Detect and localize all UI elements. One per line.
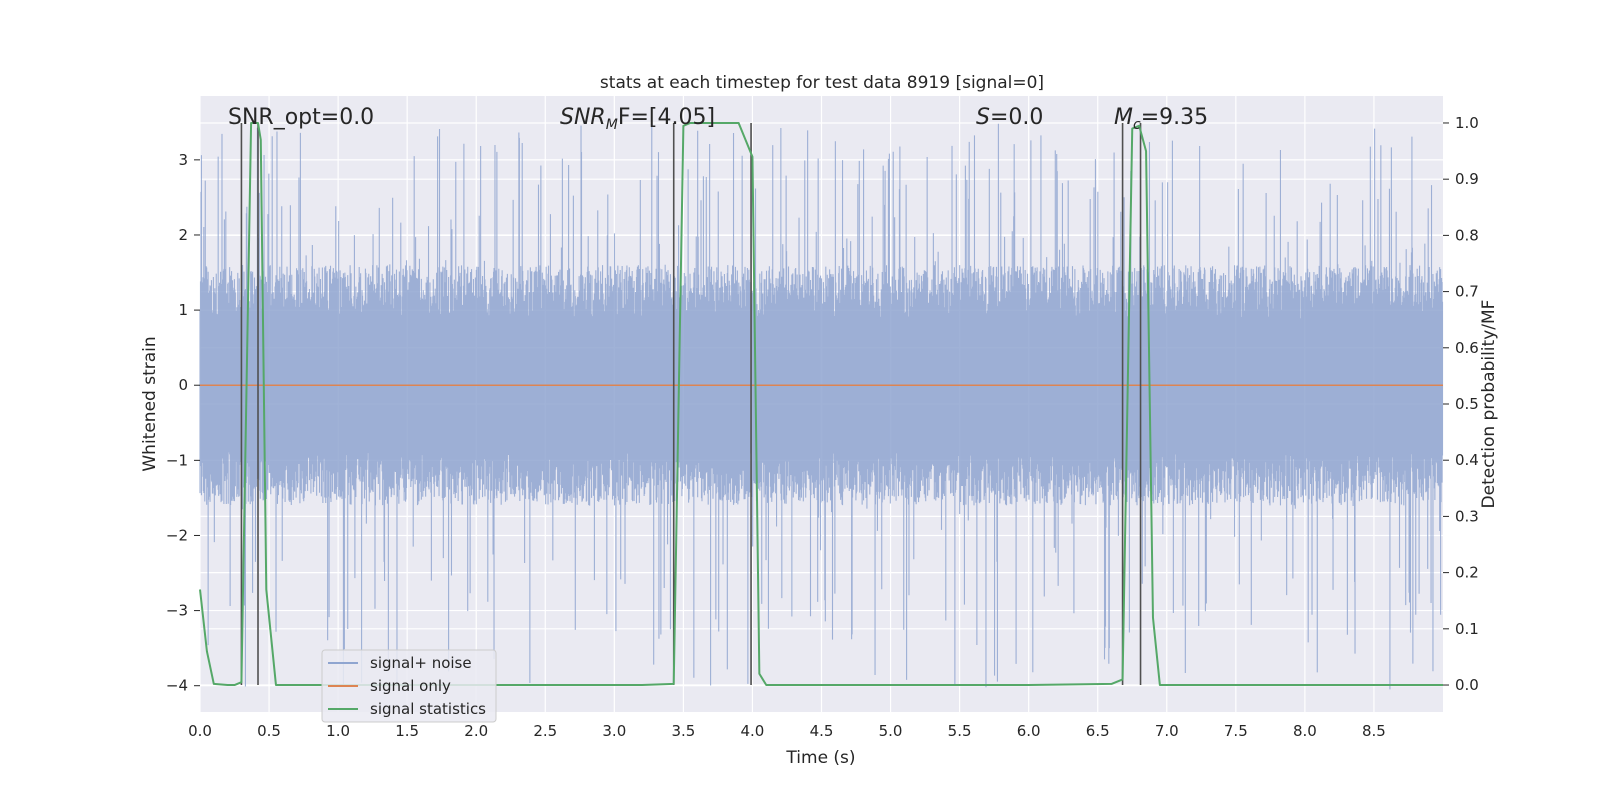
x-tick-label: 8.0 xyxy=(1293,722,1317,740)
y-tick-label: −3 xyxy=(166,602,188,620)
y2-tick-label: 0.9 xyxy=(1455,170,1479,188)
y2-tick-label: 1.0 xyxy=(1455,114,1479,132)
y-tick-label: 2 xyxy=(178,226,188,244)
annotation-snr-mf-tail: F=[4.05] xyxy=(618,105,715,130)
x-tick-label: 0.0 xyxy=(188,722,212,740)
x-tick-label: 5.0 xyxy=(879,722,903,740)
annotation-mc: Mc=9.35 xyxy=(1114,105,1208,133)
legend: signal+ noise signal only signal statist… xyxy=(321,649,497,723)
annotation-snr-mf-main: SNR xyxy=(560,105,606,130)
y2-tick-label: 0.0 xyxy=(1455,676,1479,694)
x-tick-label: 5.5 xyxy=(948,722,972,740)
legend-label-signal-statistics: signal statistics xyxy=(370,700,486,718)
x-tick-label: 2.5 xyxy=(533,722,557,740)
x-axis-label: Time (s) xyxy=(785,748,855,768)
y-tick-label: −2 xyxy=(166,526,188,544)
x-tick-label: 7.5 xyxy=(1224,722,1248,740)
x-tick-label: 4.0 xyxy=(741,722,765,740)
y2-tick-label: 0.7 xyxy=(1455,283,1479,301)
x-tick-label: 1.5 xyxy=(395,722,419,740)
x-tick-label: 0.5 xyxy=(257,722,281,740)
annotation-s-main: S xyxy=(976,105,990,130)
y2-tick-label: 0.1 xyxy=(1455,620,1479,638)
y2-tick-label: 0.6 xyxy=(1455,339,1479,357)
x-tick-label: 4.5 xyxy=(810,722,834,740)
annotation-s-tail: =0.0 xyxy=(990,105,1043,130)
x-tick-label: 3.0 xyxy=(602,722,626,740)
x-tick-label: 2.0 xyxy=(464,722,488,740)
chart-title: stats at each timestep for test data 891… xyxy=(600,73,1044,93)
y2-tick-label: 0.8 xyxy=(1455,226,1479,244)
signal-statistics-line xyxy=(199,121,1443,687)
x-tick-label: 7.0 xyxy=(1155,722,1179,740)
annotation-mc-tail: =9.35 xyxy=(1141,105,1208,130)
x-tick-label: 1.0 xyxy=(326,722,350,740)
annotation-snr-mf-sub: M xyxy=(606,117,618,133)
y2-tick-label: 0.5 xyxy=(1455,395,1479,413)
annotation-s: S=0.0 xyxy=(976,105,1043,130)
y2-tick-label: 0.2 xyxy=(1455,564,1479,582)
y2-axis-label: Detection probability/MF xyxy=(1479,300,1499,509)
x-tick-label: 6.0 xyxy=(1017,722,1041,740)
vlines-layer xyxy=(240,122,1142,686)
y-tick-label: 3 xyxy=(178,151,188,169)
legend-box xyxy=(321,649,497,723)
x-tick-label: 8.5 xyxy=(1362,722,1386,740)
annotation-snr-mf: SNRMF=[4.05] xyxy=(560,105,715,133)
y-tick-label: −1 xyxy=(166,451,188,469)
x-tick-label: 3.5 xyxy=(671,722,695,740)
tick-layer: 0.0 0.5 1.0 1.5 2.0 2.5 3.0 3.5 4.0 4.5 5.0 5.5 6.0 6… xyxy=(166,114,1479,740)
y2-tick-label: 0.4 xyxy=(1455,451,1479,469)
y-tick-label: −4 xyxy=(166,677,188,695)
x-tick-label: 6.5 xyxy=(1086,722,1110,740)
annotation-mc-main: M xyxy=(1114,105,1133,130)
y-tick-label: 0 xyxy=(178,376,188,394)
legend-label-signal-only: signal only xyxy=(370,677,451,695)
y-axis-label: Whitened strain xyxy=(140,336,160,471)
y2-tick-label: 0.3 xyxy=(1455,507,1479,525)
annotation-snr-opt: SNR_opt=0.0 xyxy=(228,105,374,130)
series-signal-statistics xyxy=(199,121,1443,687)
y-tick-label: 1 xyxy=(178,301,188,319)
legend-label-signal-noise: signal+ noise xyxy=(370,654,472,672)
annotation-mc-sub: c xyxy=(1133,117,1141,133)
